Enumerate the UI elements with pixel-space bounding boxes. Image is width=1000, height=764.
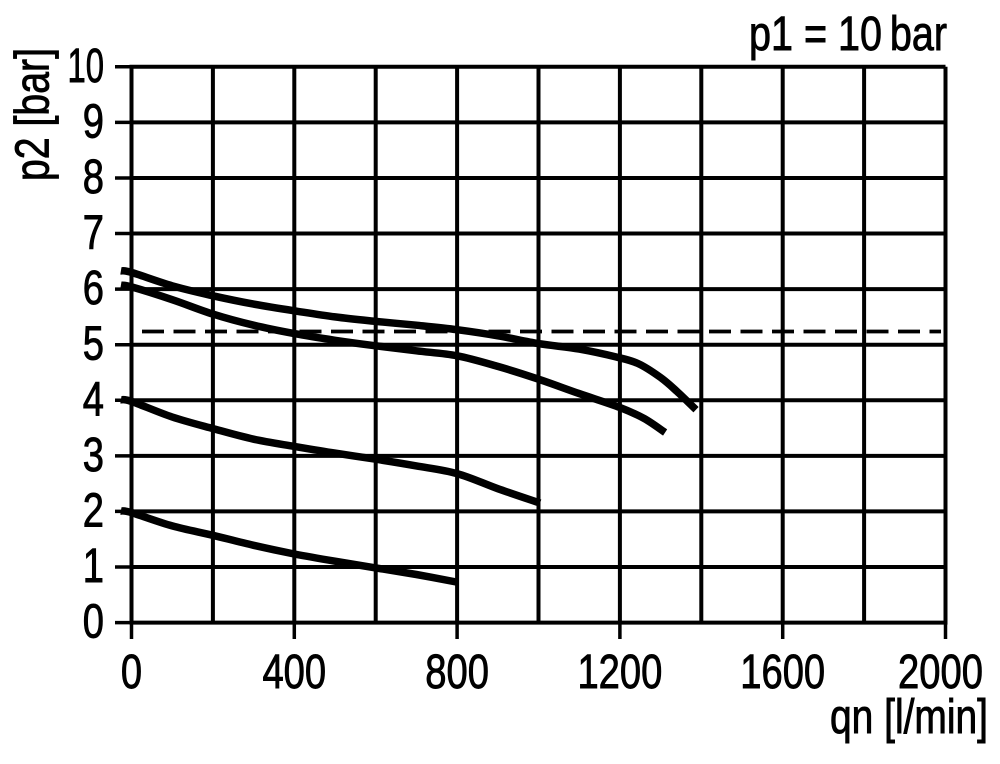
svg-text:0: 0 [121,646,142,699]
svg-text:2: 2 [83,484,104,537]
svg-text:5: 5 [83,318,104,371]
svg-text:1: 1 [83,540,104,593]
svg-text:2000: 2000 [898,646,983,699]
svg-text:9: 9 [83,95,104,148]
svg-text:0: 0 [83,596,104,649]
svg-text:800: 800 [425,646,489,699]
svg-text:4: 4 [83,373,104,426]
svg-text:qn [l/min]: qn [l/min] [830,691,988,744]
svg-text:1600: 1600 [740,646,825,699]
svg-text:3: 3 [83,429,104,482]
svg-text:10: 10 [68,40,105,93]
svg-text:1200: 1200 [577,646,662,699]
svg-text:6: 6 [83,262,104,315]
svg-text:400: 400 [262,646,326,699]
svg-text:p2 [bar]: p2 [bar] [7,48,60,181]
svg-text:7: 7 [83,207,104,260]
svg-text:8: 8 [83,151,104,204]
svg-text:p1 = 10 bar: p1 = 10 bar [749,8,947,61]
